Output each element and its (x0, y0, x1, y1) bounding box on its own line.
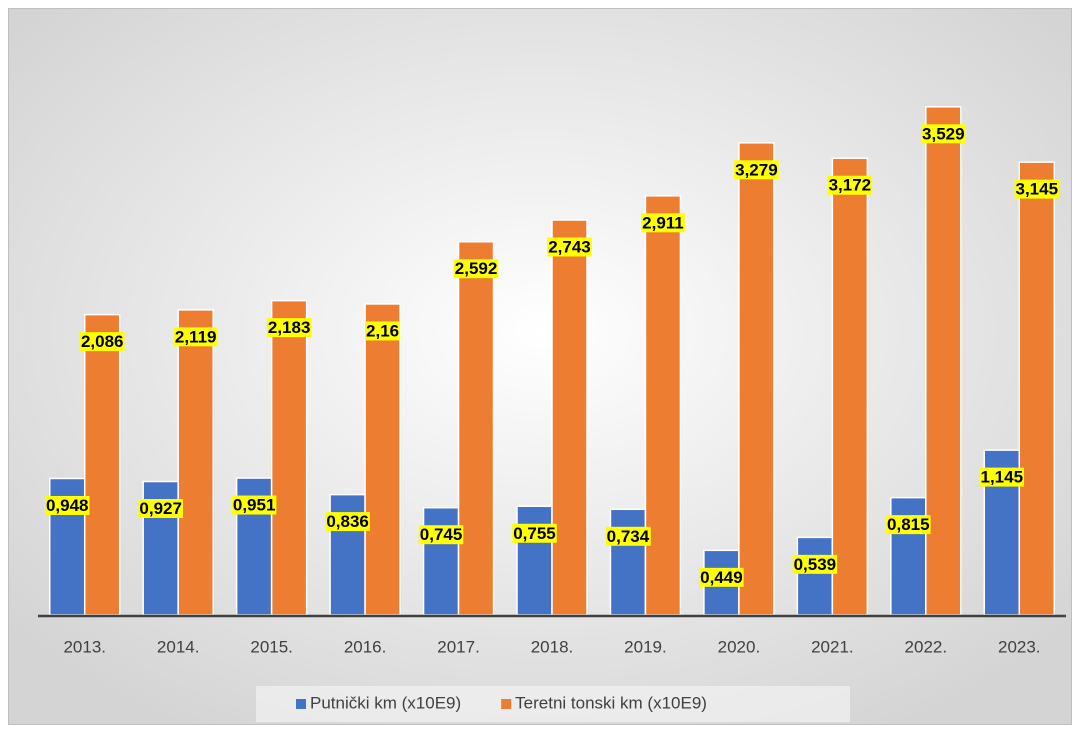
data-label: 3,145 (1015, 180, 1058, 199)
data-label: 3,172 (829, 176, 872, 195)
data-label: 0,734 (607, 527, 650, 546)
bar (270, 299, 308, 616)
bar (925, 106, 962, 616)
data-label: 0,449 (700, 568, 743, 587)
bar (1018, 161, 1056, 616)
bar (422, 506, 460, 616)
data-label-background (792, 554, 838, 574)
bar (551, 219, 588, 616)
data-label: 2,743 (548, 237, 591, 256)
legend-label: Putnički km (x10E9) (310, 693, 461, 712)
x-tick-label: 2021. (811, 637, 854, 656)
data-label-background (699, 567, 744, 587)
legend-swatch (296, 699, 306, 709)
data-label-background (231, 495, 277, 515)
data-label-background (921, 124, 966, 144)
data-label-background (547, 237, 592, 257)
x-tick-label: 2023. (998, 637, 1041, 656)
data-label: 0,948 (46, 496, 89, 515)
data-label-background (173, 327, 218, 347)
data-label: 0,745 (420, 525, 463, 544)
legend-label: Teretni tonski km (x10E9) (515, 693, 707, 712)
data-label-background (325, 512, 370, 532)
bar (609, 508, 647, 616)
bar (457, 241, 495, 616)
x-tick-label: 2014. (157, 637, 200, 656)
data-label: 2,911 (642, 213, 684, 232)
data-label: 1,145 (980, 468, 1023, 487)
data-label-background (138, 498, 183, 518)
x-tick-label: 2015. (250, 637, 293, 656)
data-label: 0,836 (326, 512, 369, 531)
data-label: 0,755 (513, 524, 556, 543)
bar (796, 536, 834, 616)
bar (516, 505, 553, 616)
x-tick-label: 2016. (344, 637, 387, 656)
x-tick-label: 2020. (718, 637, 761, 656)
bar (83, 313, 121, 616)
data-label-background (418, 525, 464, 545)
data-label-background (641, 213, 685, 233)
x-tick-label: 2017. (437, 637, 480, 656)
data-label-background (44, 495, 90, 515)
bar (644, 195, 682, 616)
bar (177, 309, 214, 616)
data-label-background (827, 175, 873, 195)
data-label: 2,183 (268, 318, 311, 337)
x-tick-label: 2022. (905, 637, 948, 656)
x-tick-label: 2018. (531, 637, 574, 656)
data-label: 0,815 (887, 515, 930, 534)
data-label: 0,951 (233, 496, 276, 515)
data-label-background (365, 321, 401, 341)
data-label-background (1014, 179, 1060, 199)
data-label: 2,16 (366, 321, 399, 340)
data-label: 3,529 (922, 124, 965, 143)
x-tick-label: 2013. (63, 637, 106, 656)
data-label-background (979, 467, 1025, 487)
data-label-background (734, 160, 779, 180)
data-label: 0,539 (794, 555, 837, 574)
data-label-background (605, 526, 651, 546)
x-tick-label: 2019. (624, 637, 667, 656)
legend-swatch (501, 699, 512, 709)
data-label-background (512, 523, 557, 543)
data-label-background (79, 332, 125, 352)
data-label-background (886, 515, 931, 535)
bar (831, 157, 869, 616)
data-label-background (266, 318, 312, 338)
data-label: 2,119 (175, 327, 217, 346)
data-label: 2,592 (455, 259, 498, 278)
data-label-background (453, 259, 499, 279)
bar (364, 303, 401, 616)
data-label: 0,927 (139, 499, 182, 518)
bar (738, 142, 775, 616)
legend (256, 686, 850, 722)
data-label: 3,279 (735, 160, 778, 179)
data-label: 2,086 (81, 332, 124, 351)
